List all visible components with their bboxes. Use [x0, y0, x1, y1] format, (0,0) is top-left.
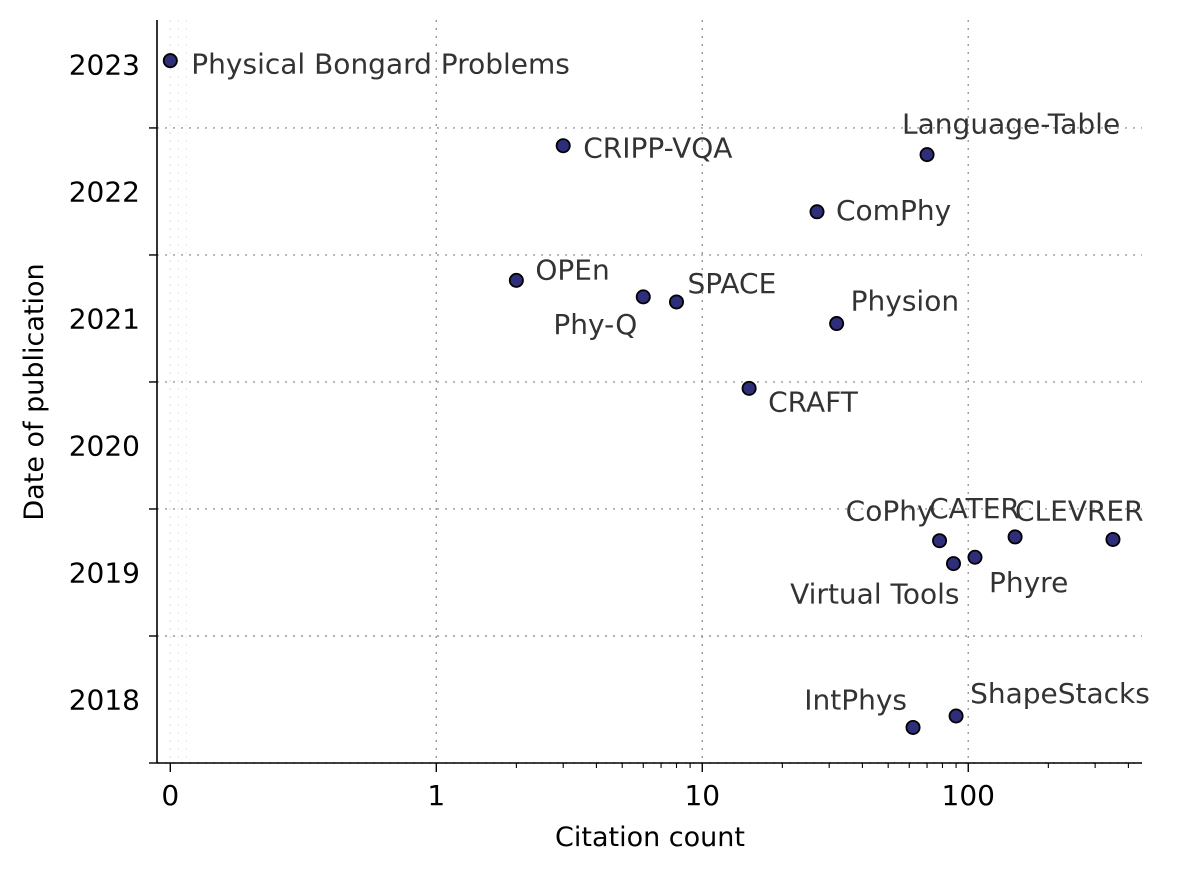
point-label: Virtual Tools	[790, 578, 959, 611]
y-tick-label: 2020	[69, 429, 140, 462]
point-label: CATER	[929, 492, 1020, 525]
y-tick-label: 2018	[69, 683, 140, 716]
axes	[156, 20, 1142, 764]
data-point	[741, 380, 757, 396]
point-label: ComPhy	[836, 194, 951, 227]
point-label: Language-Table	[902, 108, 1120, 141]
y-tick-label: 2022	[69, 175, 140, 208]
data-point	[829, 316, 845, 332]
point-label: Phy-Q	[553, 308, 637, 341]
data-point	[635, 289, 651, 305]
y-tick-label: 2023	[69, 48, 140, 81]
data-point	[508, 272, 524, 288]
x-tick-label: 10	[684, 779, 720, 812]
point-label: CRIPP-VQA	[583, 132, 732, 165]
x-axis-title: Citation count	[555, 822, 745, 853]
data-point	[1007, 529, 1023, 545]
ticks: 0 1 10 100 2018 2019 2020 2021 2022 2023	[69, 48, 1129, 812]
y-tick-label: 2019	[69, 556, 140, 589]
data-point	[668, 294, 684, 310]
data-point	[967, 549, 983, 565]
point-label: CRAFT	[768, 385, 859, 418]
x-tick-label: 0	[161, 779, 179, 812]
y-axis-title: Date of publication	[19, 263, 50, 520]
data-points	[162, 53, 1121, 735]
data-point	[905, 719, 921, 735]
data-point	[919, 147, 935, 163]
point-label: CLEVRER	[1015, 494, 1144, 527]
point-label: Physion	[851, 285, 959, 318]
x-tick-label: 100	[942, 779, 995, 812]
data-point	[932, 533, 948, 549]
data-point	[555, 138, 571, 154]
data-point	[1105, 531, 1121, 547]
point-label: ShapeStacks	[970, 677, 1150, 710]
y-tick-label: 2021	[69, 302, 140, 335]
point-label: Phyre	[989, 566, 1068, 599]
data-point	[945, 556, 961, 572]
point-label: Physical Bongard Problems	[191, 48, 570, 81]
point-label: CoPhy	[846, 495, 934, 528]
x-tick-label: 1	[427, 779, 445, 812]
point-labels: Physical Bongard Problems CRIPP-VQA Langua…	[191, 48, 1150, 717]
point-label: OPEn	[535, 253, 609, 286]
data-point	[809, 204, 825, 220]
data-point	[948, 708, 964, 724]
point-label: SPACE	[687, 267, 776, 300]
point-label: IntPhys	[804, 683, 907, 716]
data-point	[162, 53, 178, 69]
